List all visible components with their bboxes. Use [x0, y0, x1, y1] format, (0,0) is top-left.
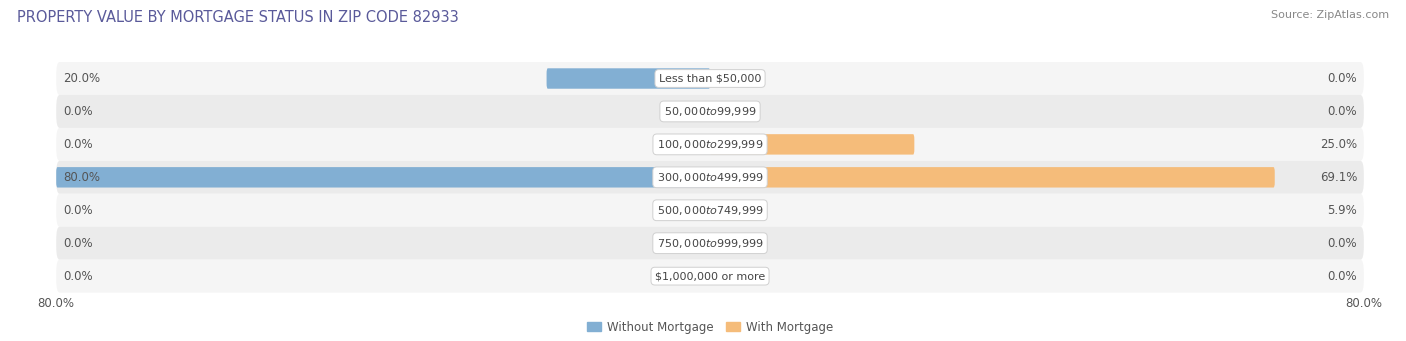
- Text: 69.1%: 69.1%: [1320, 171, 1357, 184]
- Text: 0.0%: 0.0%: [63, 270, 93, 283]
- Text: Source: ZipAtlas.com: Source: ZipAtlas.com: [1271, 10, 1389, 20]
- FancyBboxPatch shape: [56, 161, 1364, 194]
- Text: 0.0%: 0.0%: [63, 138, 93, 151]
- Legend: Without Mortgage, With Mortgage: Without Mortgage, With Mortgage: [582, 316, 838, 338]
- FancyBboxPatch shape: [56, 62, 1364, 95]
- FancyBboxPatch shape: [710, 167, 1275, 188]
- Text: 0.0%: 0.0%: [63, 204, 93, 217]
- Text: 20.0%: 20.0%: [63, 72, 100, 85]
- Text: $50,000 to $99,999: $50,000 to $99,999: [664, 105, 756, 118]
- Text: 0.0%: 0.0%: [1327, 72, 1357, 85]
- Text: 0.0%: 0.0%: [1327, 270, 1357, 283]
- FancyBboxPatch shape: [547, 68, 710, 89]
- Text: 0.0%: 0.0%: [1327, 105, 1357, 118]
- Text: $1,000,000 or more: $1,000,000 or more: [655, 271, 765, 281]
- Text: 25.0%: 25.0%: [1320, 138, 1357, 151]
- Text: Less than $50,000: Less than $50,000: [659, 74, 761, 84]
- Text: 0.0%: 0.0%: [63, 237, 93, 250]
- FancyBboxPatch shape: [56, 227, 1364, 260]
- FancyBboxPatch shape: [56, 95, 1364, 128]
- Text: $100,000 to $299,999: $100,000 to $299,999: [657, 138, 763, 151]
- Text: $750,000 to $999,999: $750,000 to $999,999: [657, 237, 763, 250]
- Text: 80.0%: 80.0%: [63, 171, 100, 184]
- FancyBboxPatch shape: [56, 194, 1364, 227]
- Text: 5.9%: 5.9%: [1327, 204, 1357, 217]
- FancyBboxPatch shape: [710, 134, 914, 154]
- FancyBboxPatch shape: [710, 200, 758, 221]
- FancyBboxPatch shape: [56, 260, 1364, 293]
- FancyBboxPatch shape: [56, 167, 710, 188]
- Text: PROPERTY VALUE BY MORTGAGE STATUS IN ZIP CODE 82933: PROPERTY VALUE BY MORTGAGE STATUS IN ZIP…: [17, 10, 458, 25]
- FancyBboxPatch shape: [56, 128, 1364, 161]
- Text: 0.0%: 0.0%: [63, 105, 93, 118]
- Text: $500,000 to $749,999: $500,000 to $749,999: [657, 204, 763, 217]
- Text: $300,000 to $499,999: $300,000 to $499,999: [657, 171, 763, 184]
- Text: 0.0%: 0.0%: [1327, 237, 1357, 250]
